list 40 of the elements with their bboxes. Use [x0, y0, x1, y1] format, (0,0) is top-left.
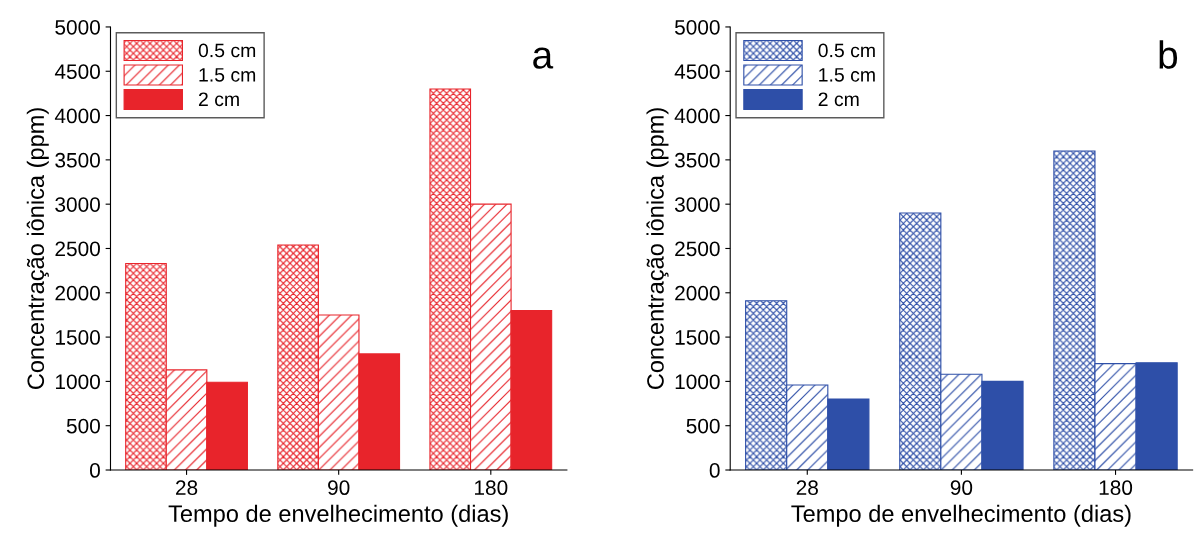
y-tick-label: 2000: [55, 285, 100, 301]
y-tick-label: 0: [709, 463, 720, 478]
y-tick-label: 3500: [55, 152, 100, 168]
x-axis-title: Tempo de envelhecimento (dias): [791, 504, 1131, 527]
y-axis-title: Concentração iônica (ppm): [26, 108, 49, 390]
y-tick-label: 1500: [675, 330, 720, 345]
y-tick-label: 2000: [675, 285, 720, 301]
y-tick-label: 5000: [55, 19, 100, 35]
y-tick-label: 1000: [56, 374, 100, 390]
x-tick-label: 28: [176, 480, 198, 496]
y-tick-label: 4500: [54, 64, 100, 80]
y-tick-label: 0: [90, 463, 100, 478]
y-tick-label: 3000: [674, 197, 720, 212]
x-axis-title: Tempo de envelhecimento (dias): [168, 504, 508, 527]
y-tick-label: 1500: [56, 330, 100, 345]
legend-label: 0.5 cm: [818, 43, 875, 58]
y-tick-label: 2500: [675, 241, 720, 257]
y-tick-label: 2500: [55, 241, 100, 257]
y-tick-label: 1000: [675, 374, 720, 390]
y-tick-label: 500: [686, 418, 720, 434]
x-tick-label: 28: [796, 480, 818, 496]
y-axis-title: Concentração iônica (ppm): [646, 108, 669, 390]
y-tick-label: 5000: [674, 19, 720, 35]
x-tick-label: 180: [1099, 480, 1133, 496]
y-tick-label: 4000: [674, 108, 720, 124]
y-tick-label: 4500: [674, 64, 720, 80]
x-tick-label: 180: [475, 480, 508, 496]
legend-label: 1.5 cm: [819, 68, 875, 82]
x-tick-label: 90: [328, 480, 350, 496]
legend-label: 2 cm: [818, 92, 859, 107]
annotation: b: [1159, 40, 1178, 69]
annotation: a: [533, 47, 554, 69]
x-tick-label: 90: [950, 480, 973, 496]
y-tick-label: 4000: [54, 108, 100, 124]
y-tick-label: 3500: [674, 152, 720, 168]
legend-label: 2 cm: [198, 92, 239, 107]
legend-label: 0.5 cm: [198, 43, 256, 58]
y-tick-label: 500: [66, 418, 100, 434]
y-tick-label: 3000: [55, 197, 100, 212]
legend-label: 1.5 cm: [199, 68, 256, 82]
